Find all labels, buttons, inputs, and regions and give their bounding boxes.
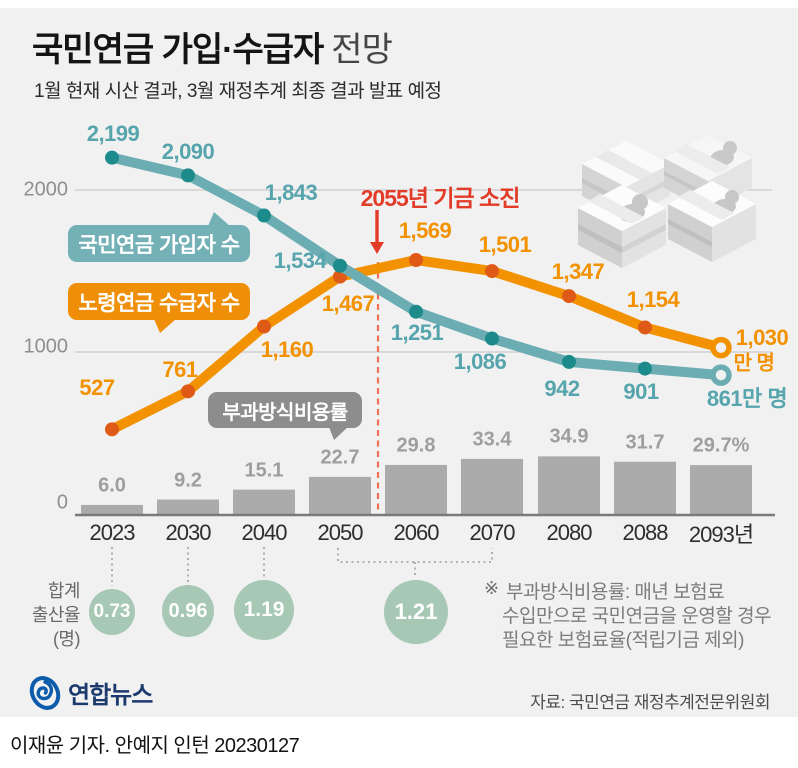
series-unit-label: 만 명 [733, 352, 775, 375]
legend-bubble-recipients: 노령연금 수급자 수 [68, 283, 250, 333]
source-credit: 자료: 국민연금 재정추계전문위원회 [530, 693, 770, 712]
x-axis-year-label: 2093년 [688, 522, 754, 547]
series-value-label: 1,030 [735, 324, 789, 350]
y-tick-1000: 1000 [23, 335, 69, 358]
series-value-label: 1,347 [551, 259, 605, 285]
series-value-label: 1,501 [478, 232, 532, 258]
fertility-circle-2023: 0.73 [89, 589, 135, 635]
bar-value-label: 22.7 [320, 446, 360, 469]
series-value-label: 861만 명 [706, 386, 788, 412]
page-subtitle: 1월 현재 시산 결과, 3월 재정추계 최종 결과 발표 예정 [34, 81, 442, 102]
x-axis-year-label: 2030 [165, 520, 212, 545]
x-axis-year-label: 2040 [241, 520, 288, 545]
footnote-line2: 수입만으로 국민연금을 운영할 경우 [502, 606, 772, 627]
fertility-circle-2030: 0.96 [162, 585, 214, 637]
x-axis-year-label: 2050 [317, 520, 364, 545]
x-axis-year-label: 2060 [393, 520, 440, 545]
x-axis-year-label: 2023 [89, 520, 136, 545]
bar-value-label: 34.9 [549, 425, 589, 448]
series-value-label: 1,569 [398, 218, 452, 244]
bar-value-label: 29.8 [396, 434, 436, 457]
series-value-label: 1,251 [390, 319, 444, 345]
series-value-label: 2,199 [86, 120, 140, 146]
bar-value-label: 9.2 [174, 469, 202, 492]
bar-value-label: 29.7% [692, 434, 750, 457]
series-value-label: 1,160 [260, 336, 314, 362]
yonhap-logo-icon [29, 675, 61, 710]
series-value-label: 761 [162, 357, 198, 383]
series-value-label: 1,843 [264, 179, 318, 205]
series-value-label: 2,090 [161, 139, 215, 165]
fertility-label-line1: 합계 [47, 581, 81, 601]
x-axis-year-label: 2070 [469, 520, 516, 545]
y-tick-0: 0 [56, 491, 68, 514]
x-axis-year-label: 2088 [622, 520, 669, 545]
fertility-label-line2: 출산율 [31, 605, 81, 625]
byline-credit: 이재윤 기자. 안예지 인턴 20230127 [10, 735, 300, 757]
bar-value-label: 15.1 [244, 459, 284, 482]
series-value-label: 1,467 [321, 290, 375, 316]
page-title-light: 전망 [331, 31, 393, 69]
fertility-circle-2040: 1.19 [234, 580, 294, 640]
bar-value-label: 31.7 [625, 431, 665, 454]
series-value-label: 1,534 [273, 247, 327, 273]
yonhap-logo: 연합뉴스 [28, 675, 153, 710]
bar-value-label: 33.4 [472, 428, 512, 451]
series-value-label: 527 [79, 375, 115, 401]
x-axis-year-label: 2080 [546, 520, 593, 545]
footnote-line3: 필요한 보험료율(적립기금 제외) [502, 630, 744, 651]
page-title-bold: 국민연금 가입·수급자 [32, 31, 324, 69]
series-value-label: 1,086 [453, 348, 507, 374]
legend-bubble-cost-rate: 부과방식비용률 [208, 392, 362, 440]
yonhap-logo-text: 연합뉴스 [68, 682, 153, 709]
legend-bubble-subscribers: 국민연금 가입자 수 [68, 212, 250, 262]
fertility-label-line3: (명) [52, 629, 81, 649]
bar-value-label: 6.0 [98, 474, 126, 497]
series-value-label: 901 [623, 378, 659, 404]
y-tick-2000: 2000 [23, 178, 69, 201]
series-value-label: 942 [544, 375, 580, 401]
page-title: 국민연금 가입·수급자 전망 [32, 22, 393, 71]
money-stacks-illustration [578, 135, 756, 268]
series-value-label: 1,154 [626, 287, 680, 313]
footnote-line1: 부과방식비용률: 매년 보험료 [506, 582, 725, 603]
footnote-marker: ※ [484, 578, 500, 598]
fertility-circle-2050-2070: 1.21 [384, 580, 448, 644]
fund-depletion-annotation: 2055년 기금 소진 [360, 185, 521, 211]
